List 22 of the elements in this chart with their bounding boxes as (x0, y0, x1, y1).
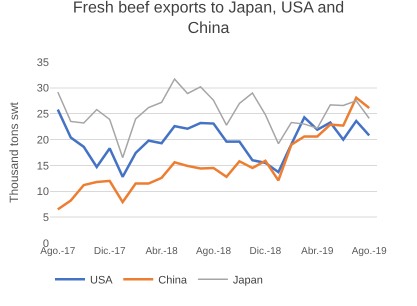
chart-title: Fresh beef exports to Japan, USA and China (72, 0, 344, 38)
x-tick-label: Abr.-18 (145, 246, 178, 257)
y-tick-label: 30 (36, 82, 49, 95)
line-series (56, 96, 370, 211)
y-tick-label: 15 (36, 160, 49, 172)
x-tick-label: Ago.-19 (352, 246, 388, 257)
y-tick-label: 25 (36, 108, 49, 121)
x-tick-label: Ago.-17 (40, 246, 76, 257)
y-tick-label: 10 (36, 186, 49, 198)
x-tick-label: Dic.-18 (250, 246, 282, 257)
x-tick-label: Ago.-18 (196, 246, 232, 257)
x-tick-label: Abr.-19 (301, 246, 334, 257)
line-series (56, 108, 370, 178)
y-tick-label: 20 (36, 134, 49, 146)
legend-label: China (158, 274, 188, 287)
legend-label: USA (90, 274, 114, 287)
line-series (57, 78, 370, 158)
x-tick-label: Dic.-17 (94, 246, 126, 257)
legend-label: Japan (232, 274, 263, 287)
y-tick-label: 5 (42, 212, 49, 224)
y-axis-title: Thousand tons swt (7, 101, 22, 203)
y-tick-label: 35 (36, 56, 49, 69)
